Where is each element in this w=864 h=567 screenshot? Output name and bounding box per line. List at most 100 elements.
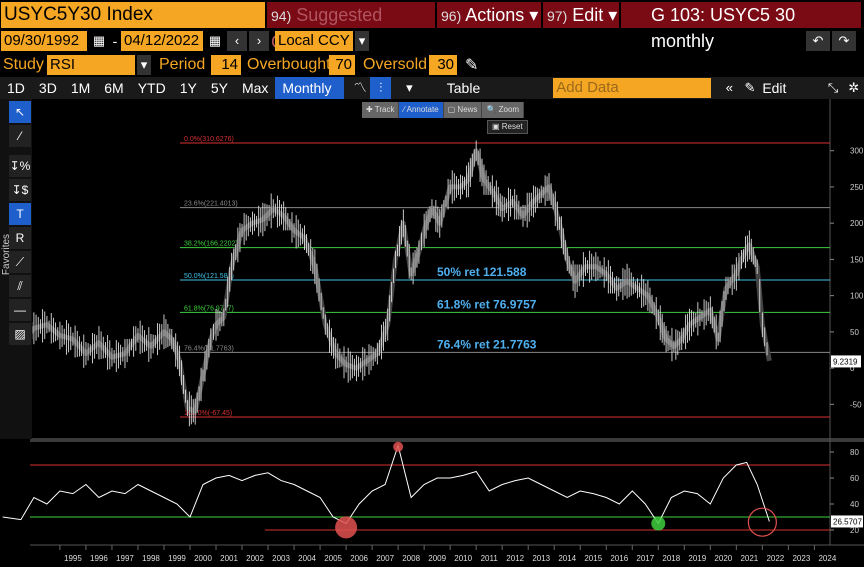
overbought-field[interactable]: 70 xyxy=(329,55,355,75)
tab-5y[interactable]: 5Y xyxy=(210,80,228,96)
retracement-annotation: 50% ret 121.588 xyxy=(437,265,527,279)
add-data-input[interactable]: Add Data xyxy=(553,78,712,98)
resize-icon[interactable]: ⤡ xyxy=(827,80,839,95)
rsi-tick-label: 80 xyxy=(850,448,859,457)
tab-6m[interactable]: 6M xyxy=(104,80,124,96)
undo-icon[interactable]: ↶ xyxy=(806,31,830,51)
year-label: 2024 xyxy=(818,554,836,563)
trendline-icon[interactable]: ⟋ xyxy=(9,251,31,273)
cursor-icon[interactable]: ↖ xyxy=(9,101,31,123)
menu-number: 94) xyxy=(271,7,292,24)
frequency-select[interactable]: Monthly ▼ xyxy=(275,77,344,118)
actions-menu[interactable]: 96) Actions ▾ xyxy=(437,1,541,28)
prev-arrow-icon[interactable]: ‹ xyxy=(227,31,247,51)
retracement-annotation: 76.4% ret 21.7763 xyxy=(437,337,537,351)
collapse-icon[interactable]: « xyxy=(725,80,733,95)
oversold-highlight-circle xyxy=(335,516,358,539)
year-label: 1998 xyxy=(142,554,160,563)
year-label: 2013 xyxy=(532,554,550,563)
fib-level-label: 23.6%(221.4013) xyxy=(184,201,238,208)
oversold-highlight-circle xyxy=(651,516,666,531)
year-label: 1999 xyxy=(168,554,186,563)
text-tool-icon[interactable]: T xyxy=(9,203,31,225)
annotate-button[interactable]: ⁄ Annotate xyxy=(399,102,444,118)
year-label: 2016 xyxy=(610,554,628,563)
year-label: 2004 xyxy=(298,554,316,563)
rsi-tick-label: 20 xyxy=(850,526,859,535)
year-label: 2000 xyxy=(194,554,212,563)
menu-label: Edit ▾ xyxy=(572,4,618,25)
table-button[interactable]: Table xyxy=(446,80,481,96)
fib-level-label: 50.0%(121.588) xyxy=(184,273,234,280)
study-bar: Study RSI ▾ Period 14 Overbought 70 Over… xyxy=(0,53,864,77)
overbought-highlight-circle xyxy=(393,441,404,452)
year-label: 2003 xyxy=(272,554,290,563)
reset-button[interactable]: ▣ Reset xyxy=(487,120,528,134)
chart-mini-toolbar: ✚ Track ⁄ Annotate ▢ News 🔍 Zoom xyxy=(362,102,525,118)
calendar-icon[interactable]: ▦ xyxy=(205,31,225,51)
overbought-label: Overbought xyxy=(247,56,331,73)
current-rsi-circle xyxy=(747,507,777,537)
chevron-down-icon[interactable]: ▾ xyxy=(137,55,151,75)
last-price-tag xyxy=(831,355,861,368)
study-select[interactable]: RSI xyxy=(47,55,135,75)
news-button[interactable]: ▢ News xyxy=(444,102,483,118)
edit-chart-button[interactable]: Edit Chart xyxy=(762,80,796,118)
year-label: 2001 xyxy=(220,554,238,563)
retracement-icon[interactable]: R xyxy=(9,227,31,249)
year-label: 2007 xyxy=(376,554,394,563)
price-tick-label: -50 xyxy=(850,400,862,409)
price-tick-label: 50 xyxy=(850,328,859,337)
retracement-annotation: 61.8% ret 76.9757 xyxy=(437,297,537,311)
ticker-title[interactable]: USYC5Y30 Index xyxy=(1,1,265,28)
start-date-field[interactable]: 09/30/1992 xyxy=(1,31,87,51)
zoom-button[interactable]: 🔍 Zoom xyxy=(482,102,525,118)
tab-ytd[interactable]: YTD xyxy=(137,80,166,96)
track-button[interactable]: ✚ Track xyxy=(362,102,400,118)
price-tick-label: 200 xyxy=(850,219,864,228)
tab-max[interactable]: Max xyxy=(241,80,269,96)
year-label: 2002 xyxy=(246,554,264,563)
tab-1y[interactable]: 1Y xyxy=(179,80,197,96)
last-rsi-tag xyxy=(831,515,863,528)
dollar-tool-icon[interactable]: ↧$ xyxy=(9,179,31,201)
chevron-down-icon[interactable]: ▾ xyxy=(355,31,369,51)
suggested-charts-menu[interactable]: 94) Suggested Charts xyxy=(267,1,435,52)
date-range-bar: 09/30/1992 ▦ - 04/12/2022 ▦ ‹ › Local CC… xyxy=(0,29,864,53)
percent-tool-icon[interactable]: ↧% xyxy=(9,155,31,177)
toolbar: 1D 3D 1M 6M YTD 1Y 5Y Max Monthly ▼ 〽 ⫶ … xyxy=(0,77,864,118)
gear-icon[interactable]: ✲ xyxy=(848,80,860,95)
oversold-field[interactable]: 30 xyxy=(429,55,457,75)
band-icon[interactable]: ▨ xyxy=(9,323,31,345)
channel-icon[interactable]: ⫽ xyxy=(9,275,31,297)
tab-1m[interactable]: 1M xyxy=(70,80,91,96)
fib-level-label: 61.8%(76.9757) xyxy=(184,305,234,312)
bar-chart-icon[interactable]: ⫶ xyxy=(370,77,392,99)
year-label: 2018 xyxy=(662,554,680,563)
horizontal-line-icon[interactable]: — xyxy=(9,299,31,321)
tab-1d[interactable]: 1D xyxy=(7,80,25,96)
end-date-field[interactable]: 04/12/2022 xyxy=(121,31,203,51)
redo-icon[interactable]: ↷ xyxy=(832,31,856,51)
edit-menu[interactable]: 97) Edit ▾ xyxy=(543,1,619,28)
chart-canvas[interactable]: 300 250 200 150 100 50 0 -50 80 60 40 20 1995 1996 199… xyxy=(0,99,864,567)
pencil-icon[interactable]: ✎ xyxy=(465,57,479,74)
year-label: 2015 xyxy=(584,554,602,563)
next-arrow-icon[interactable]: › xyxy=(249,31,269,51)
drawing-toolbar: ↖ ⁄ ↧% ↧$ T R ⟋ ⫽ — ▨ Favorites xyxy=(0,99,32,439)
calendar-icon[interactable]: ▦ xyxy=(89,31,109,51)
window-title: G 103: USYC5 30 monthly xyxy=(621,1,861,51)
price-tick-label: 150 xyxy=(850,255,864,264)
edit-chart-pencil-icon[interactable]: ✎ xyxy=(744,80,756,95)
year-label: 2005 xyxy=(324,554,342,563)
tab-3d[interactable]: 3D xyxy=(38,80,57,96)
period-field[interactable]: 14 xyxy=(211,55,241,75)
year-label: 2014 xyxy=(558,554,576,563)
line-draw-icon[interactable]: ⁄ xyxy=(9,125,31,147)
line-chart-icon[interactable]: 〽 xyxy=(353,80,367,95)
last-rsi-label: 26.5707 xyxy=(833,517,862,526)
currency-select[interactable]: Local CCY xyxy=(275,31,353,51)
menu-number: 96) xyxy=(441,7,462,24)
chevron-down-icon[interactable]: ▾ xyxy=(406,80,413,95)
year-label: 2017 xyxy=(636,554,654,563)
